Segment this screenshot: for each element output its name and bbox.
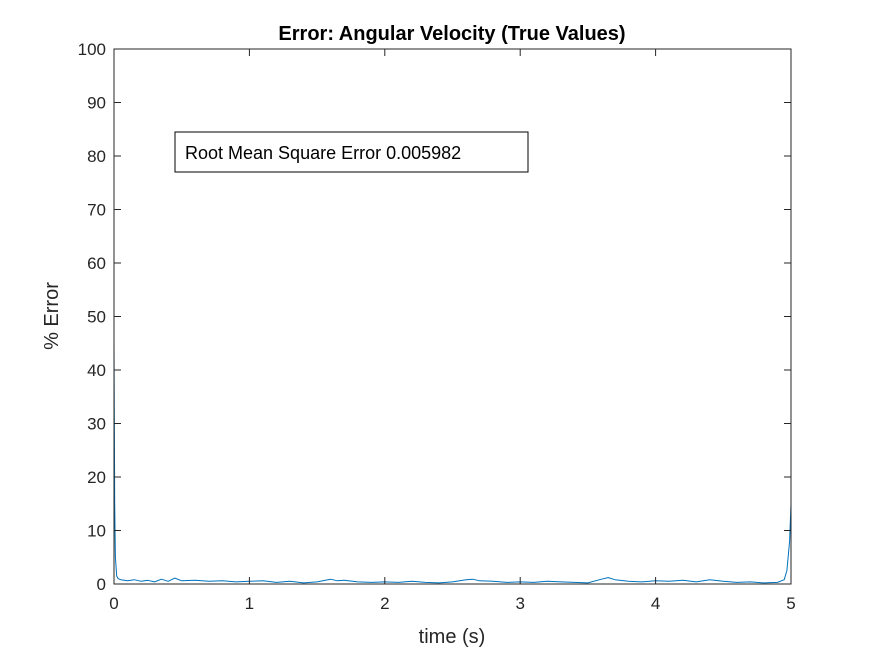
y-axis-label: % Error xyxy=(41,282,63,350)
axes xyxy=(113,48,792,585)
annotation-border xyxy=(174,131,529,173)
y-tick-label: 80 xyxy=(87,147,106,166)
series-line-0 xyxy=(113,343,792,584)
chart-title: Error: Angular Velocity (True Values) xyxy=(278,23,625,45)
y-tick-label: 50 xyxy=(87,308,106,327)
y-tick-label: 100 xyxy=(78,40,106,59)
y-tick-label: 0 xyxy=(97,575,106,594)
plot-area-border xyxy=(113,48,792,585)
x-tick-label: 3 xyxy=(515,594,524,613)
x-axis-label: time (s) xyxy=(419,626,486,648)
y-axis-ticks: 0 10 20 30 40 50 60 70 80 90 100 xyxy=(78,40,791,594)
y-tick-label: 70 xyxy=(87,201,106,220)
x-axis-ticks: 0 1 2 3 4 5 xyxy=(109,49,796,613)
y-tick-label: 90 xyxy=(87,94,106,113)
y-tick-label: 60 xyxy=(87,254,106,273)
annotation-box: Root Mean Square Error 0.005982 xyxy=(174,131,529,173)
series-line-group xyxy=(113,343,792,584)
y-tick-label: 10 xyxy=(87,522,106,541)
x-tick-label: 4 xyxy=(651,594,660,613)
y-tick-label: 20 xyxy=(87,468,106,487)
annotation-text: Root Mean Square Error 0.005982 xyxy=(185,143,461,163)
x-tick-label: 1 xyxy=(245,594,254,613)
y-tick-label: 30 xyxy=(87,415,106,434)
x-tick-label: 0 xyxy=(109,594,118,613)
x-tick-label: 2 xyxy=(380,594,389,613)
x-tick-label: 5 xyxy=(786,594,795,613)
y-tick-label: 40 xyxy=(87,361,106,380)
